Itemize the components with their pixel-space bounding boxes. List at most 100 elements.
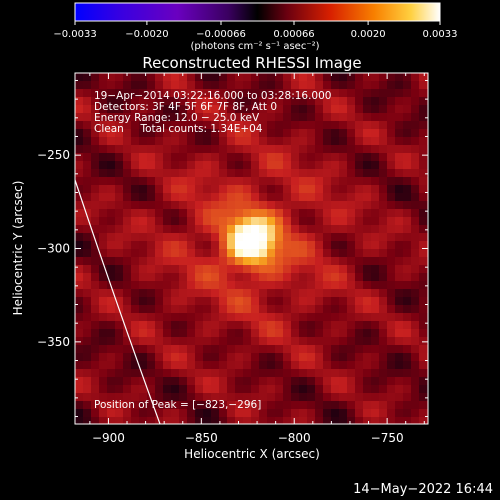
heatmap-cell [203,249,212,258]
heatmap-cell [339,409,348,418]
heatmap-cell [267,129,276,138]
heatmap-cell [163,313,172,322]
heatmap-cell [315,393,324,402]
heatmap-cell [83,337,92,346]
heatmap-cell [419,129,428,138]
heatmap-cell [251,305,260,314]
heatmap-cell [203,393,212,402]
heatmap-cell [91,129,100,138]
heatmap-cell [163,97,172,106]
heatmap-cell [379,297,388,306]
heatmap-cell [107,273,116,282]
heatmap-cell [227,217,236,226]
heatmap-cell [259,193,268,202]
heatmap-cell [83,137,92,146]
heatmap-cell [347,169,356,178]
heatmap-cell [275,153,284,162]
heatmap-cell [83,273,92,282]
heatmap-cell [275,377,284,386]
heatmap-cell [235,225,244,234]
heatmap-cell [131,345,140,354]
heatmap-cell [211,185,220,194]
heatmap-cell [419,185,428,194]
heatmap-cell [75,297,84,306]
heatmap-cell [99,401,108,410]
heatmap-cell [403,273,412,282]
heatmap-cell [291,385,300,394]
heatmap-cell [267,185,276,194]
heatmap-cell [283,273,292,282]
heatmap-cell [299,273,308,282]
heatmap-cell [323,369,332,378]
heatmap-cell [371,201,380,210]
heatmap-cell [251,185,260,194]
heatmap-cell [387,353,396,362]
heatmap-cell [123,129,132,138]
heatmap-cell [419,177,428,186]
heatmap-cell [395,225,404,234]
heatmap-cell [395,233,404,242]
heatmap-cell [219,249,228,258]
colorbar-tick-label: 0.0033 [423,29,458,40]
heatmap-cell [235,177,244,186]
heatmap-cell [147,249,156,258]
heatmap-cell [275,305,284,314]
heatmap-cell [323,329,332,338]
heatmap-cell [363,361,372,370]
heatmap-cell [347,241,356,250]
heatmap-cell [275,289,284,298]
heatmap-cell [235,185,244,194]
heatmap-cell [243,241,252,250]
heatmap-cell [267,217,276,226]
heatmap-cell [243,385,252,394]
heatmap-cell [179,297,188,306]
heatmap-cell [123,289,132,298]
heatmap-cell [179,105,188,114]
heatmap-cell [227,377,236,386]
heatmap-cell [75,73,84,82]
heatmap-cell [187,177,196,186]
heatmap-cell [83,329,92,338]
heatmap-cell [267,321,276,330]
heatmap-cell [307,377,316,386]
heatmap-cell [395,353,404,362]
heatmap-cell [99,193,108,202]
heatmap-cell [347,217,356,226]
heatmap-cell [179,361,188,370]
heatmap-cell [387,337,396,346]
heatmap-cell [395,161,404,170]
heatmap-cell [387,193,396,202]
heatmap-cell [395,73,404,82]
heatmap-cell [123,273,132,282]
heatmap-cell [387,177,396,186]
heatmap-cell [155,217,164,226]
heatmap-cell [171,337,180,346]
heatmap-cell [339,273,348,282]
heatmap-cell [227,185,236,194]
heatmap-cell [411,305,420,314]
heatmap-cell [147,113,156,122]
heatmap-cell [355,393,364,402]
heatmap-cell [139,249,148,258]
heatmap-cell [131,337,140,346]
heatmap-cell [147,73,156,82]
heatmap-cell [195,409,204,418]
heatmap-cell [283,257,292,266]
heatmap-cell [123,369,132,378]
heatmap-cell [83,385,92,394]
heatmap-cell [227,297,236,306]
heatmap-cell [259,337,268,346]
heatmap-cell [331,337,340,346]
heatmap-cell [267,417,276,424]
heatmap-cell [347,369,356,378]
heatmap-cell [179,377,188,386]
heatmap-cell [131,241,140,250]
heatmap-cell [387,121,396,130]
heatmap-cell [291,217,300,226]
heatmap-cell [347,337,356,346]
heatmap-cell [219,369,228,378]
heatmap-cell [163,233,172,242]
heatmap-cell [243,337,252,346]
heatmap-cell [243,89,252,98]
heatmap-cell [115,329,124,338]
